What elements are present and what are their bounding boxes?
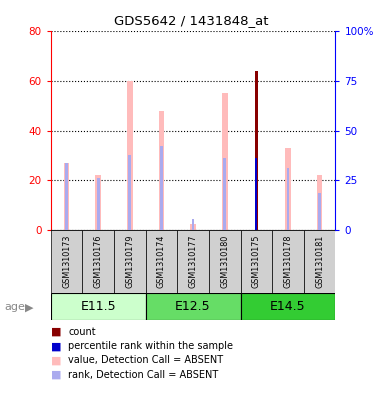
Text: ▶: ▶ <box>25 302 34 312</box>
Text: value, Detection Call = ABSENT: value, Detection Call = ABSENT <box>68 355 223 365</box>
Bar <box>222 94 227 230</box>
Text: GSM1310181: GSM1310181 <box>315 235 324 288</box>
Bar <box>209 230 241 293</box>
Bar <box>51 293 145 320</box>
Bar <box>114 230 145 293</box>
Bar <box>127 81 133 230</box>
Bar <box>272 230 304 293</box>
Bar <box>287 168 289 230</box>
Text: GSM1310175: GSM1310175 <box>252 235 261 288</box>
Text: GSM1310177: GSM1310177 <box>188 235 198 288</box>
Bar <box>191 219 195 230</box>
Bar <box>159 111 164 230</box>
Bar <box>223 158 226 230</box>
Bar <box>65 163 68 230</box>
Text: E14.5: E14.5 <box>270 300 306 313</box>
Text: ■: ■ <box>51 341 61 351</box>
Text: E12.5: E12.5 <box>175 300 211 313</box>
Text: percentile rank within the sample: percentile rank within the sample <box>68 341 233 351</box>
Text: GSM1310176: GSM1310176 <box>94 235 103 288</box>
Bar <box>145 230 177 293</box>
Bar <box>241 293 335 320</box>
Text: age: age <box>4 302 25 312</box>
Bar <box>285 148 291 230</box>
Bar <box>177 230 209 293</box>
Bar <box>82 230 114 293</box>
Bar <box>128 156 131 230</box>
Bar <box>95 175 101 230</box>
Text: GSM1310178: GSM1310178 <box>284 235 292 288</box>
Bar <box>241 230 272 293</box>
Text: GSM1310180: GSM1310180 <box>220 235 229 288</box>
Bar <box>97 178 99 230</box>
Text: E11.5: E11.5 <box>80 300 116 313</box>
Text: GSM1310179: GSM1310179 <box>125 235 134 288</box>
Text: ■: ■ <box>51 327 61 337</box>
Text: GDS5642 / 1431848_at: GDS5642 / 1431848_at <box>114 14 268 27</box>
Bar <box>304 230 335 293</box>
Text: rank, Detection Call = ABSENT: rank, Detection Call = ABSENT <box>68 369 218 380</box>
Bar <box>51 230 82 293</box>
Text: count: count <box>68 327 96 337</box>
Bar <box>145 293 241 320</box>
Text: ■: ■ <box>51 355 61 365</box>
Bar <box>160 145 163 230</box>
Bar <box>190 224 196 230</box>
Text: GSM1310173: GSM1310173 <box>62 235 71 288</box>
Bar <box>255 158 257 230</box>
Bar <box>64 163 69 230</box>
Bar <box>317 175 323 230</box>
Text: GSM1310174: GSM1310174 <box>157 235 166 288</box>
Bar <box>318 193 321 230</box>
Text: ■: ■ <box>51 369 61 380</box>
Bar <box>255 71 258 230</box>
